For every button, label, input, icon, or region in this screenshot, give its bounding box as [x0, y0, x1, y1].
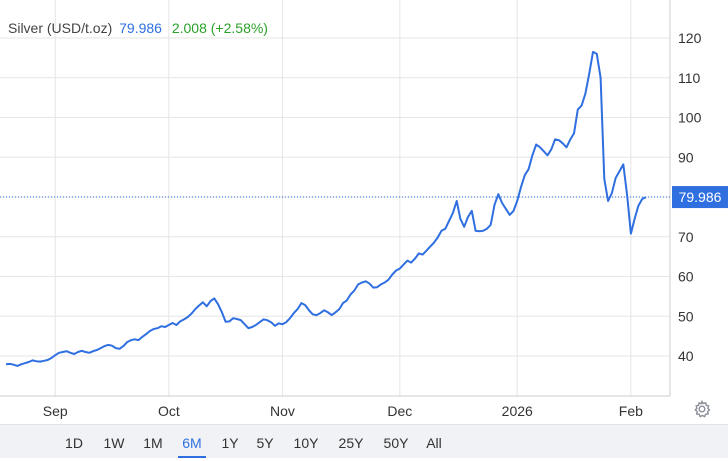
- range-button-1y[interactable]: 1Y: [221, 435, 239, 451]
- range-button-25y[interactable]: 25Y: [338, 435, 364, 451]
- x-tick-label: 2026: [502, 403, 533, 419]
- range-button-1w[interactable]: 1W: [103, 435, 125, 451]
- x-tick-label: Feb: [619, 403, 643, 419]
- range-toolbar: 1D 1W 1M 6M 1Y 5Y 10Y 25Y 50Y All: [0, 424, 728, 458]
- x-tick-label: Nov: [270, 403, 295, 419]
- range-button-1m[interactable]: 1M: [143, 435, 163, 451]
- y-tick-label: 110: [678, 70, 701, 86]
- range-button-6m[interactable]: 6M: [178, 425, 206, 458]
- chart-header: Silver (USD/t.oz) 79.986 2.008 (+2.58%): [8, 20, 268, 36]
- chart-area[interactable]: 405060708090100110120SepOctNovDec2026Feb…: [0, 0, 728, 424]
- y-tick-label: 90: [678, 149, 694, 165]
- price-change: 2.008 (+2.58%): [171, 20, 268, 36]
- y-tick-label: 40: [678, 348, 694, 364]
- x-tick-label: Sep: [43, 403, 68, 419]
- range-button-1d[interactable]: 1D: [65, 435, 83, 451]
- y-tick-label: 60: [678, 269, 694, 285]
- last-value-badge: [672, 186, 728, 209]
- y-tick-label: 100: [678, 110, 702, 126]
- y-tick-label: 50: [678, 308, 694, 324]
- current-price: 79.986: [119, 20, 162, 36]
- x-tick-label: Dec: [387, 403, 412, 419]
- y-tick-label: 70: [678, 229, 694, 245]
- x-tick-label: Oct: [158, 403, 180, 419]
- series-line: [5, 50, 647, 367]
- price-chart[interactable]: 405060708090100110120SepOctNovDec2026Feb…: [0, 0, 728, 424]
- last-value-label: 79.986: [679, 189, 722, 205]
- range-button-all[interactable]: All: [426, 435, 442, 451]
- range-button-50y[interactable]: 50Y: [383, 435, 409, 451]
- range-button-5y[interactable]: 5Y: [256, 435, 274, 451]
- range-button-10y[interactable]: 10Y: [293, 435, 319, 451]
- gear-icon[interactable]: [692, 399, 712, 419]
- instrument-name: Silver (USD/t.oz): [8, 20, 113, 36]
- y-tick-label: 120: [678, 30, 702, 46]
